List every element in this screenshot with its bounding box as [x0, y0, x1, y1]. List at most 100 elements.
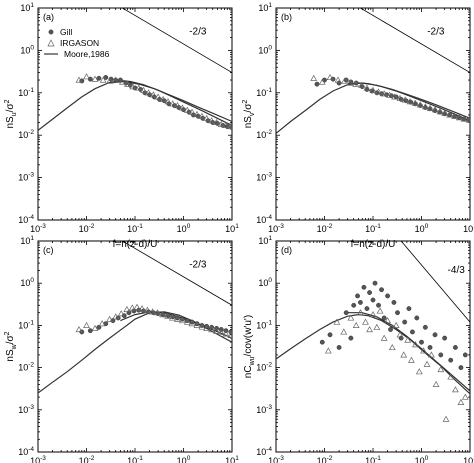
plot-area	[38, 73, 232, 131]
y-tick-exponent: 0	[268, 277, 272, 284]
x-tick-exponent: 1	[235, 223, 239, 230]
y-tick-exponent: -1	[266, 319, 272, 326]
irgason-point	[352, 321, 360, 328]
x-tick-label: 101	[225, 223, 239, 234]
y-label-sub: wu	[249, 356, 256, 366]
plot-frame	[275, 240, 471, 453]
irgason-point	[138, 305, 146, 312]
y-label-den: /cov(w'u')	[243, 315, 254, 357]
axis-ticks	[37, 240, 233, 453]
y-tick-exponent: 1	[268, 235, 272, 242]
irgason-point	[380, 90, 388, 97]
irgason-point	[179, 317, 186, 324]
panel-c: 10-3 10-2 10-1 100 10110-410-310-210-1100101…	[4, 235, 239, 463]
irgason-point	[420, 347, 427, 354]
gill-point	[358, 300, 363, 305]
irgason-point	[437, 366, 445, 373]
y-tick-exponent: 1	[268, 2, 272, 9]
irgason-point	[99, 76, 107, 83]
irgason-point	[411, 99, 419, 106]
y-tick-mantissa: 10	[18, 88, 28, 98]
x-tick-label: 100	[415, 223, 429, 234]
legend-label: Gill	[60, 27, 72, 37]
x-tick-exponent: 0	[425, 455, 429, 462]
x-tick-mantissa: 10	[415, 224, 425, 234]
y-tick-label: 10-3	[18, 172, 34, 183]
y-tick-mantissa: 10	[18, 363, 28, 373]
panel-a: 10-3 10-2 10-1 100 10110-410-310-210-1100101…	[4, 2, 239, 250]
y-label-sup: 2	[4, 99, 11, 103]
irgason-point	[208, 326, 216, 333]
x-tick-mantissa: 10	[79, 224, 89, 234]
axis-ticks	[275, 240, 471, 453]
y-tick-label: 100	[20, 44, 34, 55]
irgason-point	[460, 115, 468, 122]
irgason-point	[227, 123, 232, 130]
irgason-point	[373, 323, 381, 330]
model-curve	[109, 80, 232, 123]
irgason-point	[198, 323, 206, 330]
irgason-point	[213, 118, 220, 126]
irgason-point	[83, 73, 90, 80]
gill-point	[453, 345, 458, 350]
irgason-point	[352, 80, 360, 87]
y-tick-exponent: -1	[266, 87, 272, 94]
y-tick-mantissa: 10	[256, 405, 266, 415]
x-tick-exponent: -1	[375, 455, 381, 462]
slope-reference-line	[122, 8, 232, 73]
irgason-point	[117, 310, 125, 317]
y-axis-label: nCwu/cov(w'u')	[243, 315, 256, 378]
x-tick-exponent: -3	[40, 223, 46, 230]
irgason-point	[193, 110, 201, 117]
irgason-point	[461, 393, 469, 400]
gill-point	[319, 339, 325, 345]
gill-point	[395, 310, 400, 316]
irgason-point	[465, 116, 470, 123]
y-label-sub: w	[11, 343, 18, 350]
irgason-point	[91, 324, 99, 331]
gill-point	[348, 335, 354, 341]
gill-point	[438, 352, 444, 358]
y-tick-mantissa: 10	[20, 278, 30, 288]
irgason-point	[442, 415, 450, 422]
y-tick-label: 10-4	[256, 214, 272, 225]
x-tick-mantissa: 10	[177, 456, 187, 463]
irgason-point	[363, 84, 371, 91]
y-tick-label: 10-2	[256, 129, 272, 140]
irgason-point	[203, 324, 211, 331]
irgason-point	[91, 75, 99, 82]
x-tick-mantissa: 10	[317, 456, 327, 463]
x-tick-exponent: -2	[327, 223, 333, 230]
y-label-main: nS	[5, 116, 16, 129]
irgason-point	[159, 311, 166, 318]
x-tick-label: 10-1	[365, 455, 381, 463]
gill-point	[402, 319, 408, 325]
y-tick-mantissa: 10	[258, 45, 268, 55]
y-tick-mantissa: 10	[256, 447, 266, 457]
plot-area	[276, 280, 470, 422]
x-tick-label: 10-1	[127, 223, 143, 234]
x-tick-exponent: 0	[425, 223, 429, 230]
x-tick-mantissa: 10	[463, 456, 473, 463]
irgason-point	[217, 328, 225, 336]
irgason-point	[140, 86, 147, 93]
x-tick-mantissa: 10	[317, 224, 327, 234]
x-tick-exponent: -2	[327, 455, 333, 462]
slope-reference-line	[400, 241, 470, 323]
slope-label: -4/3	[448, 265, 466, 276]
x-tick-label: 10-3	[268, 455, 284, 463]
y-tick-label: 101	[258, 2, 272, 13]
y-tick-label: 10-1	[18, 87, 34, 98]
x-tick-label: 10-3	[30, 455, 46, 463]
y-tick-label: 100	[258, 277, 272, 288]
irgason-point	[436, 108, 444, 115]
x-tick-label: 100	[415, 455, 429, 463]
y-label-main: nS	[5, 349, 16, 362]
x-tick-mantissa: 10	[127, 456, 137, 463]
panel-d: 10-310-210-110010110-410-310-210-1100101…	[243, 235, 474, 463]
slope-label: -2/3	[189, 260, 207, 271]
gill-point	[370, 297, 376, 303]
irgason-point	[423, 360, 431, 367]
model-curve	[347, 312, 470, 392]
